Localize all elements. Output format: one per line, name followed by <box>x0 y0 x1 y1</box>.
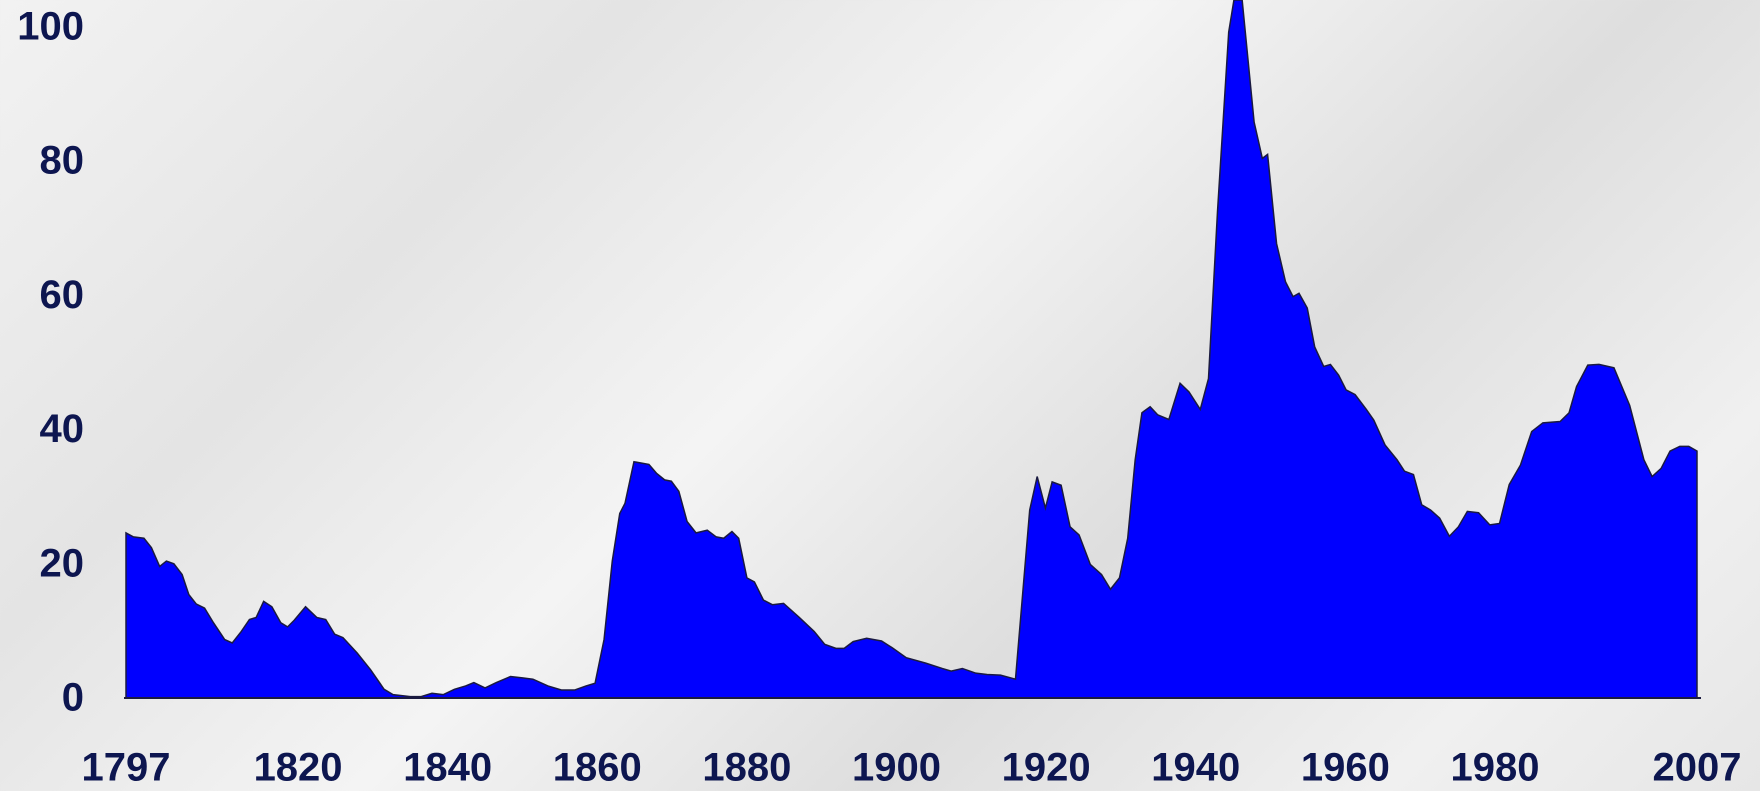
x-tick-label: 1840 <box>403 746 492 790</box>
x-tick-label: 1797 <box>82 746 171 790</box>
chart: 0 20 40 60 80 100 1797 1820 1840 1860 1880 1900 1920… <box>0 0 1760 791</box>
x-tick-label: 1980 <box>1451 746 1540 790</box>
y-tick-label: 20 <box>40 541 85 585</box>
x-tick-label: 1960 <box>1301 746 1390 790</box>
x-tick-label: 2007 <box>1653 746 1742 790</box>
y-tick-label: 0 <box>62 676 84 720</box>
page: 0 20 40 60 80 100 1797 1820 1840 1860 1880 1900 1920… <box>0 0 1760 791</box>
x-tick-label: 1940 <box>1151 746 1240 790</box>
y-tick-label: 40 <box>40 407 85 451</box>
x-tick-label: 1880 <box>702 746 791 790</box>
x-tick-label: 1920 <box>1002 746 1091 790</box>
y-tick-label: 100 <box>17 4 84 48</box>
area <box>126 0 1697 698</box>
x-tick-label: 1820 <box>254 746 343 790</box>
y-tick-label: 60 <box>40 273 85 317</box>
y-tick-label: 80 <box>40 139 85 183</box>
x-tick-label: 1860 <box>553 746 642 790</box>
x-tick-label: 1900 <box>852 746 941 790</box>
